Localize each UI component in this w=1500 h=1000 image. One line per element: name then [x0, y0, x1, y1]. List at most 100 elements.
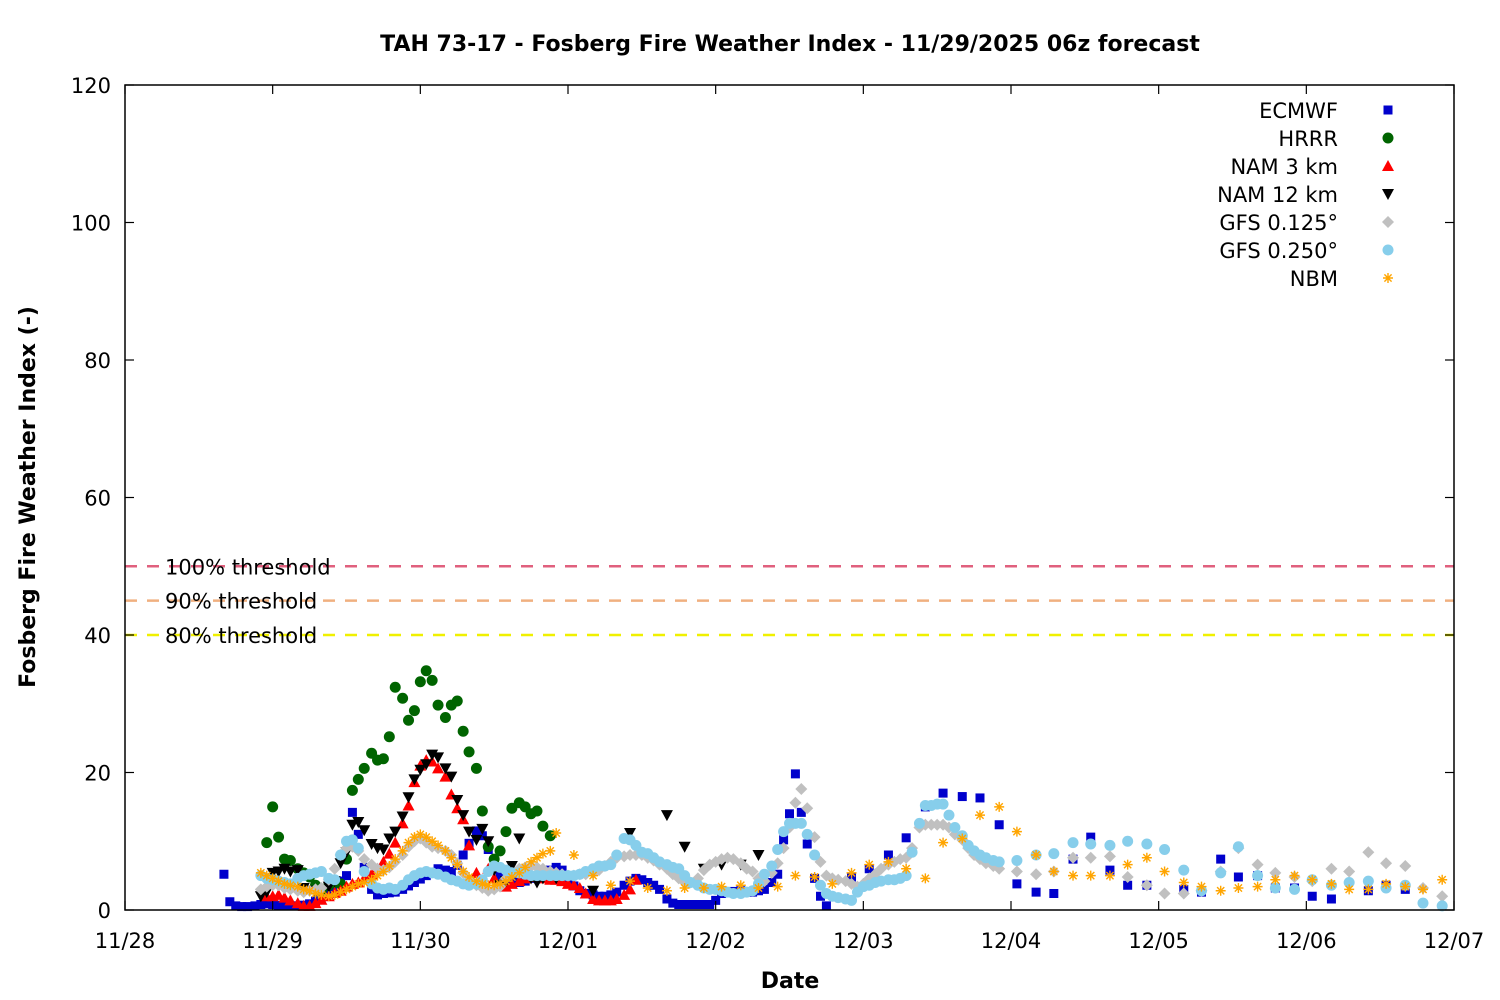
data-point [649, 880, 659, 890]
data-point [446, 867, 456, 876]
data-point [1067, 851, 1080, 864]
legend-label: HRRR [1278, 127, 1338, 151]
data-point [605, 880, 616, 891]
data-point [815, 879, 827, 891]
data-point [1067, 837, 1079, 849]
data-point [328, 862, 341, 875]
data-point [1380, 857, 1393, 870]
data-point [801, 828, 813, 840]
threshold-label: 80% threshold [165, 624, 317, 648]
legend-marker [1383, 105, 1393, 115]
data-point [943, 809, 955, 821]
data-point [1122, 835, 1134, 847]
data-point [795, 783, 808, 795]
data-point [390, 854, 401, 865]
data-point [273, 831, 285, 843]
data-point [402, 799, 415, 811]
data-point [1436, 900, 1448, 912]
data-point [920, 873, 931, 884]
data-point [994, 820, 1004, 830]
data-point [668, 898, 678, 908]
data-point [250, 901, 260, 911]
legend-label: GFS 0.125° [1219, 211, 1338, 235]
data-points [219, 665, 1449, 912]
data-point [661, 885, 672, 896]
series-nbm [255, 801, 1448, 902]
data-point [1159, 866, 1170, 877]
data-point [471, 876, 482, 887]
data-point [261, 870, 272, 881]
data-point [285, 901, 295, 911]
data-point [1085, 870, 1096, 881]
threshold-label: 90% threshold [165, 590, 317, 614]
data-point [610, 893, 623, 904]
data-point [832, 873, 845, 886]
data-point [477, 831, 487, 841]
data-point [463, 826, 476, 838]
data-point [298, 884, 309, 895]
data-point [531, 852, 542, 863]
data-point [291, 865, 304, 877]
data-point [790, 769, 800, 779]
data-point [279, 878, 290, 889]
data-point [587, 885, 600, 897]
data-point [785, 809, 794, 819]
data-point [974, 810, 985, 821]
data-point [1141, 852, 1152, 863]
data-point [323, 891, 334, 902]
x-tick-label: 11/28 [95, 929, 156, 953]
data-point [795, 817, 807, 829]
data-point [433, 840, 444, 851]
data-point [660, 810, 673, 822]
x-tick-label: 12/01 [538, 929, 599, 953]
data-point [1196, 881, 1207, 892]
legend-marker [1382, 160, 1394, 171]
data-point [752, 850, 765, 861]
data-point [1363, 884, 1374, 895]
data-point [476, 805, 488, 817]
data-point [864, 859, 875, 870]
x-tick-label: 12/04 [981, 929, 1042, 953]
data-point [1289, 883, 1301, 895]
data-point [816, 891, 826, 901]
data-point [384, 861, 395, 871]
data-point [693, 900, 703, 909]
data-point [1325, 862, 1338, 875]
data-point [1216, 854, 1226, 864]
data-point [347, 807, 357, 817]
data-point [483, 880, 494, 891]
data-point [1215, 885, 1226, 896]
y-tick-label: 120 [71, 74, 111, 98]
data-point [452, 859, 463, 870]
data-point [520, 862, 531, 873]
legend-marker [1382, 216, 1394, 228]
data-point [698, 883, 709, 893]
data-point [458, 866, 469, 877]
data-point [1121, 871, 1134, 883]
data-point [315, 866, 327, 877]
data-point [255, 867, 266, 878]
data-point [758, 868, 770, 880]
data-point [1326, 894, 1336, 904]
data-point [994, 801, 1005, 812]
data-point [383, 833, 396, 845]
data-point [274, 900, 284, 910]
data-point [901, 863, 912, 874]
data-point [451, 695, 463, 707]
data-point [779, 835, 789, 845]
data-point [310, 888, 321, 899]
data-point [531, 805, 543, 817]
data-point [1270, 874, 1281, 885]
data-point [662, 894, 672, 904]
data-point [353, 878, 364, 889]
data-point [767, 878, 777, 887]
data-point [1140, 879, 1153, 892]
data-point [420, 759, 433, 771]
data-point [513, 833, 526, 845]
data-point [900, 870, 912, 882]
data-point [408, 705, 420, 717]
data-point [1049, 889, 1059, 898]
data-point [619, 880, 629, 890]
data-point [334, 858, 347, 870]
